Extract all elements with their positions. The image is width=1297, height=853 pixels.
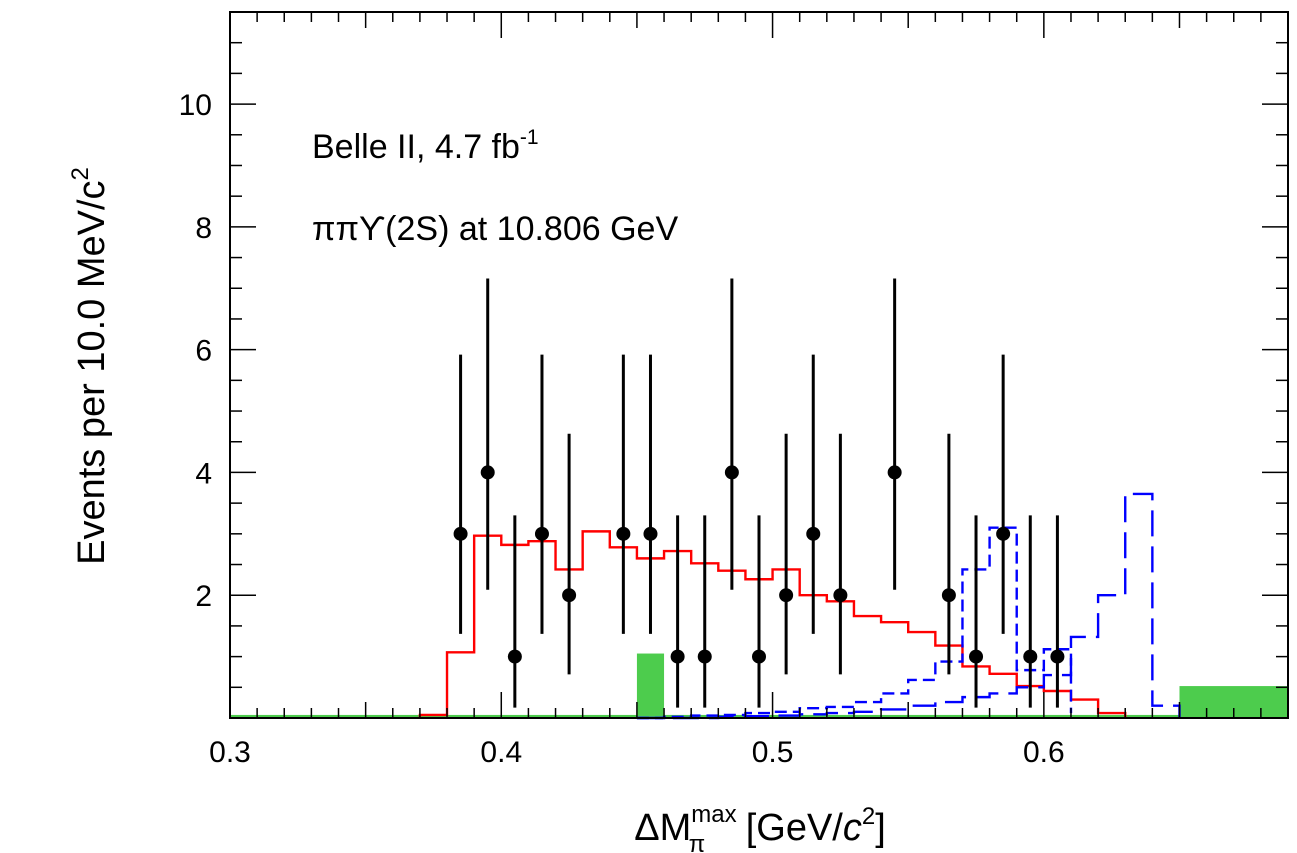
x-axis-label-post: ] [875,807,886,849]
y-tick-label: 8 [195,212,212,245]
annotation-luminosity-text: Belle II, 4.7 fb [312,128,520,166]
histogram-short-dash [636,526,1073,720]
data-point-7 [670,649,685,664]
data-point-3 [534,526,549,541]
data-point-17 [996,526,1011,541]
y-axis-label-main: Events per 10.0 MeV/c [71,180,113,564]
annotation-luminosity-sup: -1 [520,126,539,149]
data-point-12 [806,526,821,541]
data-point-0 [453,526,468,541]
data-point-18 [1023,649,1038,664]
y-tick-label: 10 [179,89,212,122]
data-point-14 [887,465,902,480]
y-axis-label-sup: 2 [67,167,94,180]
x-axis-label-pre: ΔM [634,807,691,849]
green-fill-bar-0 [636,653,665,718]
x-axis-label-sup: max [691,801,736,828]
data-point-9 [724,465,739,480]
x-tick-label: 0.3 [209,736,251,769]
axes-layer: 0.3 0.4 0.5 0.6 2 4 6 8 10 [179,11,1289,769]
y-tick-label: 2 [195,580,212,613]
data-point-4 [562,588,577,603]
annotation-luminosity: Belle II, 4.7 fb-1 [312,126,539,166]
y-tick-label: 6 [195,335,212,368]
data-point-16 [969,649,984,664]
histogram-layer [418,492,1181,720]
histogram-solid [418,530,1127,718]
x-tick-label: 0.4 [480,736,522,769]
data-point-6 [643,526,658,541]
histogram-long-dash [636,492,1181,720]
data-point-13 [833,588,848,603]
x-axis-label: ΔMmax π [GeV/c2] [634,801,886,853]
data-point-2 [507,649,522,664]
data-point-19 [1050,649,1065,664]
data-point-5 [616,526,631,541]
x-tick-label: 0.5 [752,736,794,769]
x-tick-label: 0.6 [1023,736,1065,769]
data-point-1 [480,465,495,480]
data-point-15 [941,588,956,603]
x-axis-label-sup2: 2 [862,803,875,830]
x-axis-label-mid: [GeV/ [735,807,843,849]
data-points-layer [453,278,1065,708]
data-point-8 [697,649,712,664]
annotation-process: ππϒ(2S) at 10.806 GeV [312,210,678,248]
plot-frame [229,11,1289,719]
x-axis-label-ital: c [843,807,862,849]
data-point-11 [779,588,794,603]
y-axis-label: Events per 10.0 MeV/c2 [67,167,113,565]
x-axis-label-sub: π [689,831,706,853]
y-tick-label: 4 [195,457,212,490]
data-point-10 [752,649,766,664]
